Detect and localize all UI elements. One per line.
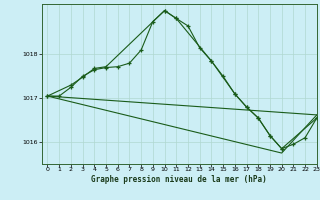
X-axis label: Graphe pression niveau de la mer (hPa): Graphe pression niveau de la mer (hPa) (91, 175, 267, 184)
